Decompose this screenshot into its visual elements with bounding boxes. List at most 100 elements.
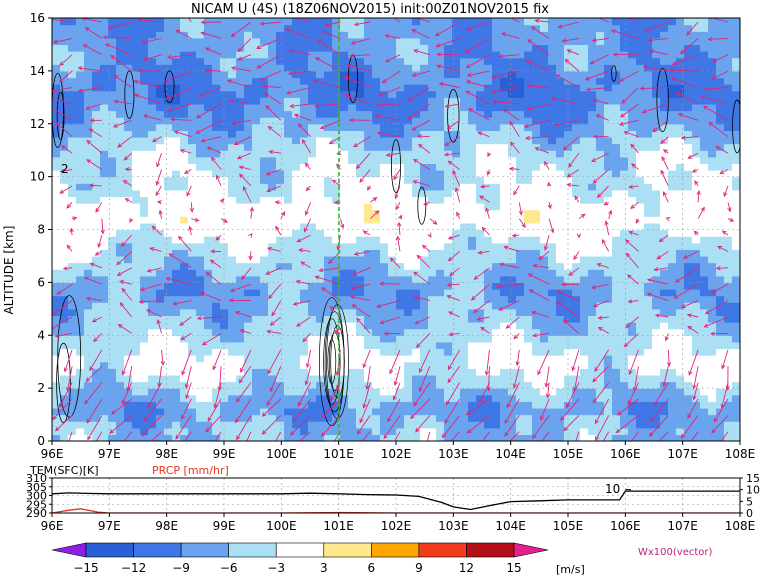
heat-cell (572, 242, 581, 250)
heat-cell (548, 84, 557, 92)
heat-cell (404, 322, 413, 330)
heat-cell (292, 335, 301, 343)
heat-cell (324, 434, 333, 441)
heat-cell (372, 203, 381, 211)
heat-cell (516, 308, 525, 317)
heat-cell (428, 236, 437, 244)
heat-cell (620, 275, 629, 283)
heat-cell (596, 183, 605, 191)
heat-cell (492, 421, 501, 429)
heat-cell (628, 64, 637, 72)
heat-cell (252, 216, 261, 224)
heat-cell (300, 222, 309, 231)
heat-cell (404, 368, 413, 376)
heat-cell (348, 77, 357, 85)
heat-cell (180, 123, 189, 131)
heat-cell (548, 414, 557, 422)
heat-cell (412, 381, 421, 389)
heat-cell (404, 341, 413, 350)
heat-cell (108, 24, 117, 32)
heat-cell (548, 170, 557, 178)
heat-cell (340, 401, 349, 409)
heat-cell (276, 24, 285, 32)
heat-cell (460, 216, 469, 224)
heat-cell (252, 64, 261, 72)
heat-cell (652, 368, 661, 376)
heat-cell (148, 288, 157, 297)
heat-cell (212, 242, 221, 250)
heat-cell (196, 249, 205, 257)
heat-cell (228, 282, 237, 290)
heat-cell (500, 170, 509, 178)
heat-cell (564, 222, 573, 231)
heat-cell (476, 117, 485, 125)
heat-cell (60, 170, 69, 178)
heat-cell (452, 282, 461, 290)
heat-cell (380, 156, 389, 165)
heat-cell (156, 302, 165, 310)
heat-cell (292, 374, 301, 383)
heat-cell (188, 18, 197, 26)
heat-cell (204, 302, 213, 310)
heat-cell (340, 222, 349, 231)
heat-cell (252, 37, 261, 46)
heat-cell (348, 242, 357, 250)
heat-cell (348, 84, 357, 92)
heat-cell (236, 236, 245, 244)
heat-cell (348, 322, 357, 330)
heat-cell (620, 434, 629, 441)
heat-cell (612, 262, 621, 270)
heat-cell (164, 361, 173, 369)
heat-cell (484, 176, 493, 184)
heat-cell (380, 374, 389, 383)
heat-cell (100, 368, 109, 376)
heat-cell (196, 176, 205, 184)
heat-cell (388, 388, 397, 396)
heat-cell (276, 150, 285, 158)
heat-cell (436, 77, 445, 85)
heat-cell (292, 136, 301, 145)
heat-cell (412, 77, 421, 85)
heat-cell (668, 203, 677, 211)
heat-cell (604, 407, 613, 416)
heat-cell (100, 434, 109, 441)
heat-cell (500, 355, 509, 363)
heat-cell (596, 57, 605, 65)
heat-cell (620, 242, 629, 250)
heat-cell (636, 51, 645, 59)
heat-cell (652, 31, 661, 39)
heat-cell (420, 57, 429, 65)
heat-cell (172, 117, 181, 125)
heat-cell (84, 130, 93, 138)
heat-cell (636, 90, 645, 98)
heat-cell (212, 341, 221, 350)
heat-cell (564, 176, 573, 184)
heat-cell (428, 216, 437, 224)
heat-cell (52, 407, 61, 416)
heat-cell (260, 322, 269, 330)
heat-cell (484, 90, 493, 98)
heat-cell (644, 229, 653, 237)
heat-cell (308, 44, 317, 52)
heat-cell (548, 51, 557, 59)
heat-cell (276, 374, 285, 383)
heat-cell (356, 189, 365, 198)
heat-cell (476, 275, 485, 283)
heat-cell (100, 143, 109, 151)
heat-cell (380, 288, 389, 297)
heat-cell (412, 84, 421, 92)
heat-cell (100, 163, 109, 171)
heat-cell (236, 103, 245, 112)
heat-cell (548, 24, 557, 32)
heat-cell (636, 434, 645, 441)
heat-cell (412, 262, 421, 270)
heat-cell (108, 374, 117, 383)
heat-cell (580, 84, 589, 92)
heat-cell (268, 288, 277, 297)
heat-cell (532, 388, 541, 396)
heat-cell (668, 24, 677, 32)
heat-cell (292, 322, 301, 330)
heat-cell (428, 196, 437, 204)
heat-cell (76, 322, 85, 330)
heat-cell (108, 302, 117, 310)
